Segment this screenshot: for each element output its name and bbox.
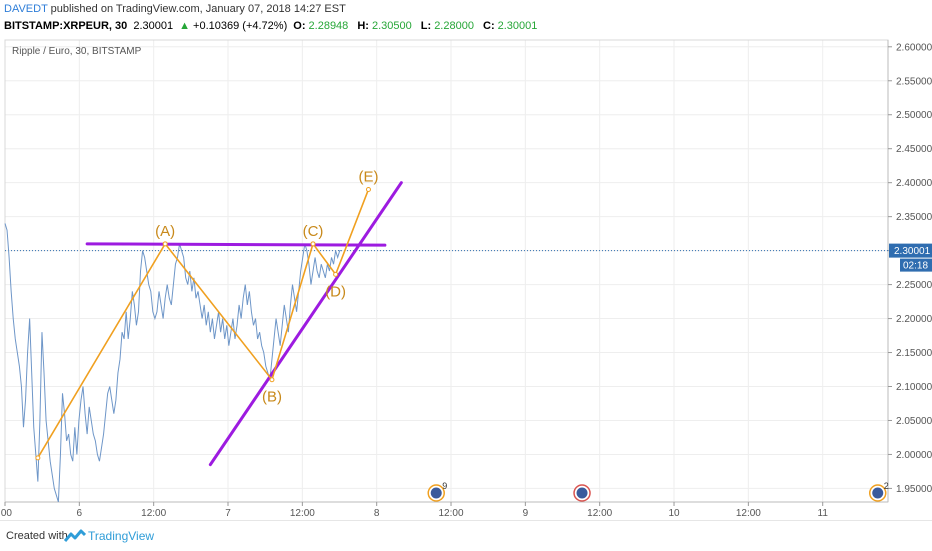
x-tick-label: 12:00 — [587, 508, 612, 519]
wave-path — [37, 189, 370, 459]
tradingview-link[interactable]: TradingView — [88, 529, 155, 543]
y-tick-label: 2.40000 — [896, 178, 932, 189]
symbol-legend: Ripple / Euro, 30, BITSTAMP — [12, 46, 142, 57]
event-marker-core — [872, 487, 884, 499]
high-value: 2.30500 — [371, 20, 412, 32]
y-tick-label: 2.10000 — [896, 382, 932, 393]
author-link[interactable]: DAVEDT — [4, 3, 48, 15]
open-value: 2.28948 — [308, 20, 349, 32]
symbol-name: BITSTAMP:XRPEUR, 30 — [4, 20, 128, 32]
last-price-label: 2.30001 — [894, 246, 931, 257]
event-marker-core — [430, 487, 442, 499]
price-line — [4, 223, 342, 503]
wave-point — [269, 377, 275, 383]
x-tick-label: 12:00 — [736, 508, 761, 519]
wave-label: (E) — [358, 168, 378, 185]
wave-label: (D) — [325, 283, 346, 300]
price-chart[interactable]: Ripple / Euro, 30, BITSTAMP 2.60000 2.550… — [0, 38, 932, 520]
open-label: O: — [293, 20, 306, 32]
last-price-line: 2.30001 02:18 — [5, 243, 932, 272]
event-marker-core — [576, 487, 588, 499]
plot-border — [4, 39, 889, 503]
wave-point — [365, 186, 371, 192]
x-tick-label: 8 — [374, 508, 380, 519]
published-text: published on TradingView.com, January 07… — [50, 3, 346, 15]
last-price-badge — [889, 243, 932, 258]
x-tick-label: 11 — [818, 508, 829, 519]
support-trendline — [208, 181, 403, 467]
countdown-label: 02:18 — [903, 261, 928, 272]
chart-header: DAVEDT published on TradingView.com, Jan… — [0, 0, 932, 38]
price-series — [4, 223, 342, 503]
change-up-icon: ▲ — [179, 20, 191, 32]
event-marker-count: 2 — [884, 481, 889, 491]
y-tick-label: 2.35000 — [896, 212, 932, 223]
symbol-info: BITSTAMP:XRPEUR, 30 2.30001 ▲ +0.10369 (+… — [4, 20, 543, 32]
y-tick-label: 2.55000 — [896, 76, 932, 87]
wave-label: (A) — [155, 223, 175, 240]
close-label: C: — [483, 20, 495, 32]
y-tick-label: 2.45000 — [896, 144, 932, 155]
wave-point — [333, 271, 339, 277]
chart-area[interactable]: Ripple / Euro, 30, BITSTAMP 2.60000 2.550… — [0, 38, 932, 520]
x-tick-label: 10 — [668, 508, 680, 519]
y-tick-label: 2.20000 — [896, 314, 932, 325]
wave-point — [35, 455, 41, 461]
low-value: 2.28000 — [434, 20, 474, 32]
time-axis[interactable]: :00 6 12:00 7 12:00 8 12:00 9 12:00 10 12:00 11 — [0, 502, 828, 519]
chart-footer: Created with TradingView — [0, 520, 932, 551]
x-tick-label: 12:00 — [439, 508, 464, 519]
price-change: +0.10369 (+4.72%) — [193, 20, 288, 32]
y-tick-label: 1.95000 — [896, 484, 932, 495]
wave-point — [162, 241, 168, 247]
y-tick-label: 2.15000 — [896, 348, 932, 359]
event-marker-count: 9 — [442, 481, 447, 491]
high-label: H: — [357, 20, 369, 32]
resistance-trendline — [85, 242, 387, 247]
created-with-text: Created with — [6, 530, 68, 542]
y-tick-label: 2.25000 — [896, 280, 932, 291]
x-tick-label: 6 — [77, 508, 83, 519]
y-tick-label: 2.60000 — [896, 42, 932, 53]
y-tick-label: 2.50000 — [896, 110, 932, 121]
y-tick-label: 2.00000 — [896, 450, 932, 461]
y-tick-label: 2.05000 — [896, 416, 932, 427]
grid — [4, 40, 888, 502]
publish-info: DAVEDT published on TradingView.com, Jan… — [4, 3, 346, 15]
close-value: 2.30001 — [497, 20, 538, 32]
x-tick-label: 7 — [225, 508, 231, 519]
wave-label: (C) — [303, 223, 324, 240]
x-tick-label: 12:00 — [290, 508, 315, 519]
tradingview-logo-icon[interactable] — [64, 529, 86, 543]
wave-pattern[interactable]: (A) (B) (C) (D) (E) — [35, 168, 379, 461]
x-tick-label: :00 — [0, 508, 12, 519]
wave-point — [310, 241, 316, 247]
current-price: 2.30001 — [133, 20, 174, 32]
x-tick-label: 12:00 — [141, 508, 166, 519]
x-tick-label: 9 — [523, 508, 529, 519]
low-label: L: — [420, 20, 432, 32]
trendlines[interactable] — [85, 181, 403, 467]
wave-label: (B) — [262, 389, 282, 406]
countdown-badge — [900, 258, 932, 272]
